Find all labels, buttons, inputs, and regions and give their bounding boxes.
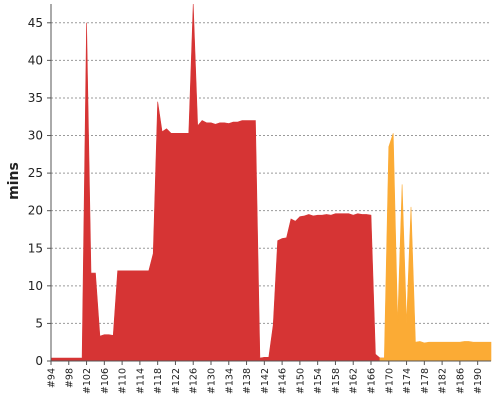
x-tick-label: #158	[331, 368, 342, 394]
x-tick-label: #106	[100, 368, 111, 394]
y-tick-label: 5	[35, 316, 43, 330]
y-axis-label: mins	[6, 162, 22, 200]
x-tick-label: #150	[295, 368, 306, 394]
x-tick-label: #138	[242, 368, 253, 394]
y-tick-label: 0	[35, 354, 43, 368]
axes	[50, 4, 491, 362]
x-tick-label: #162	[349, 368, 360, 394]
x-tick-label: #94	[47, 368, 58, 388]
series-2-area	[379, 133, 492, 362]
x-tick-label: #186	[455, 368, 466, 394]
y-tick-label: 35	[28, 91, 43, 105]
x-tick-label: #122	[171, 368, 182, 394]
y-tick-label: 20	[28, 204, 43, 218]
x-tick-label: #174	[402, 368, 413, 394]
y-tick-label: 10	[28, 279, 43, 293]
x-tick-label: #166	[367, 368, 378, 394]
y-tick-label: 30	[28, 129, 43, 143]
y-tick-labels: 0 5 10 15 20 25 30 35 40 45	[28, 16, 51, 368]
x-tick-label: #190	[473, 368, 484, 394]
x-tick-label: #134	[224, 368, 235, 394]
x-tick-label: #142	[260, 368, 271, 394]
x-tick-label: #178	[420, 368, 431, 394]
x-tick-label: #182	[438, 368, 449, 394]
y-tick-label: 25	[28, 166, 43, 180]
plot-areas	[50, 3, 492, 362]
x-tick-label: #102	[82, 368, 93, 394]
x-tick-label: #114	[135, 368, 146, 394]
x-tick-label: #118	[153, 368, 164, 394]
x-tick-labels: #94 #98 #102 #106 #110 #114 #118 #122 #126 #130 #1…	[47, 361, 484, 394]
x-tick-label: #126	[189, 368, 200, 394]
x-tick-label: #110	[118, 368, 129, 394]
x-tick-label: #98	[64, 368, 75, 388]
x-tick-label: #154	[313, 368, 324, 394]
y-tick-label: 45	[28, 16, 43, 30]
series-1-area	[50, 3, 385, 362]
x-tick-label: #146	[278, 368, 289, 394]
x-tick-label: #130	[207, 368, 218, 394]
y-tick-label: 40	[28, 53, 43, 67]
y-tick-label: 15	[28, 241, 43, 255]
x-tick-label: #170	[384, 368, 395, 394]
